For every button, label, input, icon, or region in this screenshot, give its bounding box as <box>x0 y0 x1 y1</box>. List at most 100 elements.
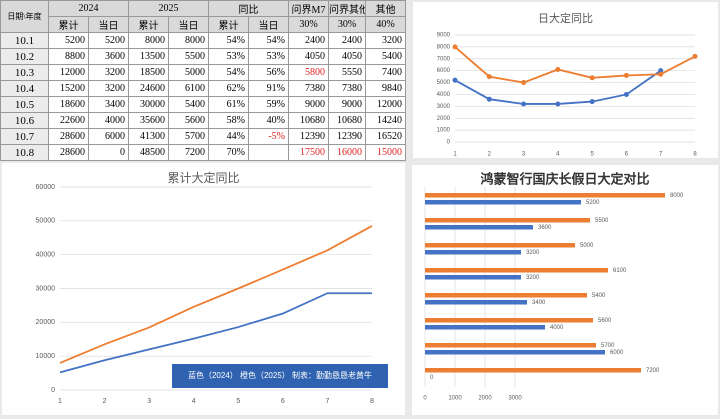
value-label: 5200 <box>586 200 600 206</box>
x-tick-label: 7 <box>325 398 329 405</box>
cell: 18600 <box>48 96 89 113</box>
y-tick-label: 30000 <box>36 285 56 292</box>
value-label: 5700 <box>601 343 615 349</box>
cell: 91% <box>248 80 289 97</box>
cell: 3600 <box>88 48 129 65</box>
data-row: 10.7 28600 6000 41300 5700 44% -5% 12390 12390 16… <box>0 128 406 145</box>
cell: 10.8 <box>0 144 49 161</box>
daily-chart: 日大定同比 0 1000 2000 3000 4000 5000 6000 7000 8000 90… <box>413 2 718 158</box>
value-label: 3600 <box>538 225 552 231</box>
cell: 3400 <box>88 96 129 113</box>
line-series <box>59 225 373 364</box>
x-tick-label: 3000 <box>508 396 522 402</box>
value-label: 6100 <box>613 268 627 274</box>
point <box>589 75 595 81</box>
cell: 5800 <box>288 64 329 81</box>
value-label: 8000 <box>670 193 684 199</box>
header-cell: 当日 <box>248 16 289 33</box>
x-tick-label: 2000 <box>478 396 492 402</box>
cell: 12390 <box>328 128 366 145</box>
cell: 53% <box>208 48 249 65</box>
x-tick-label: 8 <box>370 398 374 405</box>
header-cell: 40% <box>365 16 406 33</box>
cell: 16000 <box>328 144 366 161</box>
point <box>589 99 595 105</box>
bar <box>425 293 587 298</box>
cell: 35600 <box>128 112 169 129</box>
header-cell: 2025 <box>128 0 209 17</box>
cell: 8800 <box>48 48 89 65</box>
y-tick-label: 4000 <box>437 92 451 98</box>
point <box>692 53 698 59</box>
y-tick-label: 1000 <box>437 128 451 134</box>
value-label: 4000 <box>550 325 564 331</box>
y-tick-label: 10000 <box>36 353 56 360</box>
data-row: 10.3 12000 3200 18500 5000 54% 56% 5800 5550 7400 <box>0 64 406 81</box>
x-tick-label: 1000 <box>448 396 462 402</box>
value-label: 5000 <box>580 243 594 249</box>
header-cell: 问界其他 <box>328 0 366 17</box>
cell: 62% <box>208 80 249 97</box>
header-row: 累计 当日 累计 当日 累计 当日 30% 30% 40% <box>1 16 406 33</box>
y-tick-label: 0 <box>447 140 451 146</box>
value-label: 0 <box>430 375 434 381</box>
y-tick-label: 60000 <box>36 184 56 191</box>
cell: 18500 <box>128 64 169 81</box>
header-cell: 累计 <box>208 16 249 33</box>
cell: 2400 <box>288 32 329 49</box>
point <box>452 44 458 50</box>
cell: 7380 <box>288 80 329 97</box>
cell: 10.5 <box>0 96 49 113</box>
y-tick-label: 2000 <box>437 116 451 122</box>
point <box>486 74 492 80</box>
point <box>521 80 527 86</box>
y-tick-label: 7000 <box>437 56 451 62</box>
cell: 15200 <box>48 80 89 97</box>
cell: 40% <box>248 112 289 129</box>
cell: 10.4 <box>0 80 49 97</box>
bar <box>425 318 593 323</box>
y-tick-label: 9000 <box>437 33 451 39</box>
header-cell: 同比 <box>208 0 289 17</box>
cell: 3200 <box>88 80 129 97</box>
bar <box>425 225 533 230</box>
cell: 59% <box>248 96 289 113</box>
annotation: 蓝色（2024） 橙色（2025） 制表：勤勤恳恳老黄牛 <box>188 370 372 380</box>
cell: 5400 <box>168 96 209 113</box>
cell: 28600 <box>48 128 89 145</box>
cell: 9000 <box>328 96 366 113</box>
data-row: 10.6 22600 4000 35600 5600 58% 40% 10680 10680 14… <box>0 112 406 129</box>
point <box>521 101 527 107</box>
cell: 10.2 <box>0 48 49 65</box>
cell: 58% <box>208 112 249 129</box>
cell: 56% <box>248 64 289 81</box>
empty-cell <box>248 144 289 161</box>
chart-title: 鸿蒙智行国庆长假日大定对比 <box>480 171 649 186</box>
cell: 6000 <box>88 128 129 145</box>
cell: 10680 <box>328 112 366 129</box>
cell: 54% <box>248 32 289 49</box>
cell: 4050 <box>288 48 329 65</box>
point <box>452 77 458 83</box>
bar-chart: 鸿蒙智行国庆长假日大定对比 0 1000 2000 3000 8000 5500 5000 61… <box>412 165 718 415</box>
bar <box>425 218 590 223</box>
y-tick-label: 20000 <box>36 319 56 326</box>
header-cell: 30% <box>288 16 329 33</box>
cell: 9840 <box>365 80 406 97</box>
cell: 12000 <box>48 64 89 81</box>
x-tick-label: 1 <box>58 398 62 405</box>
header-cell: 问界M7 <box>288 0 329 17</box>
bar <box>425 243 575 248</box>
cumulative-chart: 累计大定同比 0 10000 20000 30000 40000 50000 60000 1 2 3… <box>2 163 405 415</box>
cell: 5200 <box>88 32 129 49</box>
bar <box>425 193 665 198</box>
header-cell: 30% <box>328 16 366 33</box>
cell: 3200 <box>88 64 129 81</box>
cell: 61% <box>208 96 249 113</box>
data-row: 10.5 18600 3400 30000 5400 61% 59% 9000 9000 1200… <box>0 96 406 113</box>
cell: 13500 <box>128 48 169 65</box>
value-label: 7200 <box>646 368 660 374</box>
x-tick-label: 4 <box>192 398 196 405</box>
cell: 4050 <box>328 48 366 65</box>
line-series <box>454 46 696 84</box>
